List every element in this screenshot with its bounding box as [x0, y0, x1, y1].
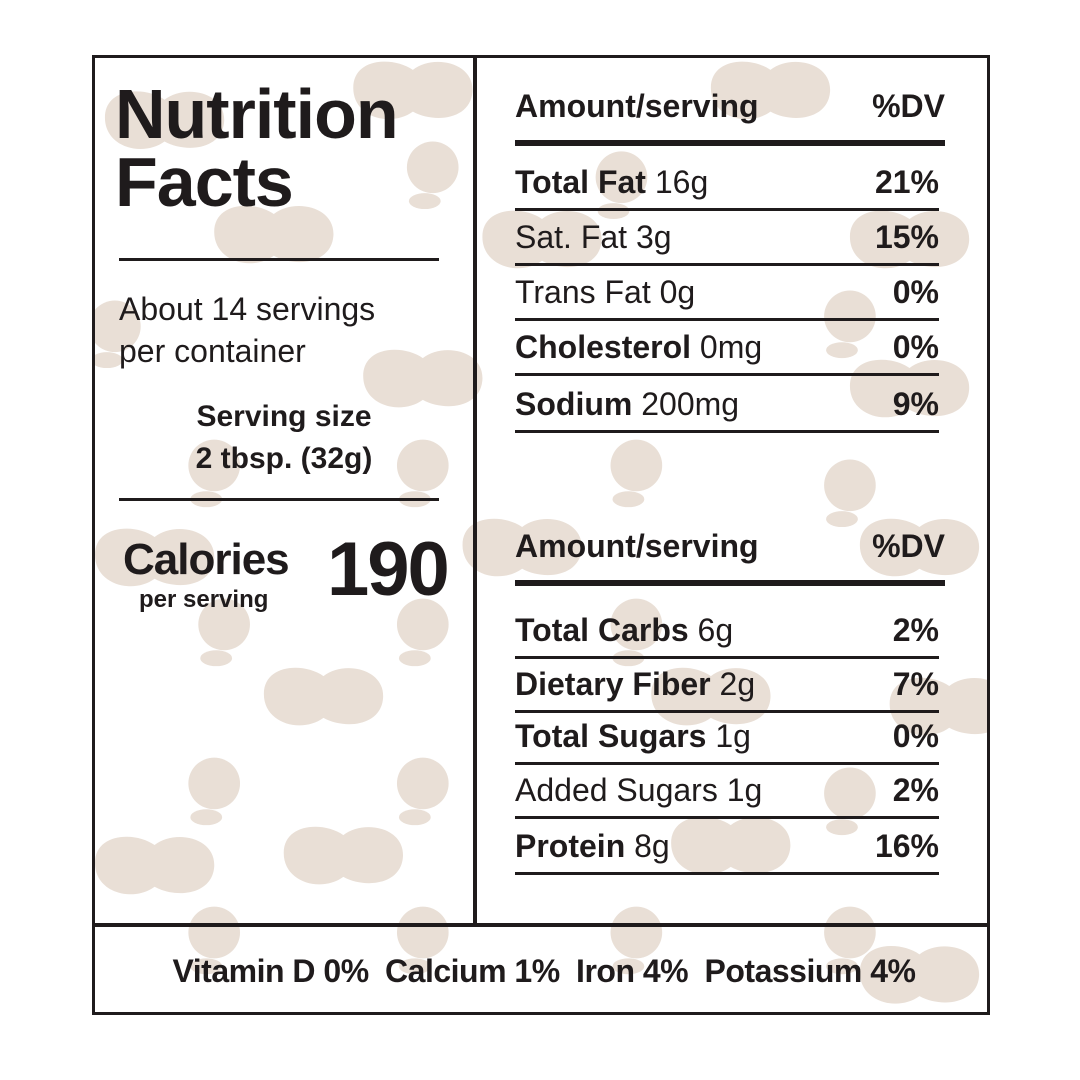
nutrient-amount: 1g — [726, 772, 763, 808]
nutrient-name: Total Carbs — [515, 612, 689, 648]
nutrient-row-total-carbs: Total Carbs 6g 2% — [515, 604, 939, 659]
nutrient-dv: 21% — [874, 164, 939, 200]
column-divider — [473, 58, 477, 925]
table1-header-rule — [515, 140, 945, 146]
nutrition-facts-label: Nutrition Facts About 14 servings per co… — [92, 55, 990, 1015]
nutrient-dv: 15% — [874, 219, 939, 255]
table1-header-dv: %DV — [872, 88, 945, 124]
nutrient-dv: 2% — [892, 612, 939, 648]
nutrient-dv: 7% — [892, 666, 939, 702]
table2-header-rule — [515, 580, 945, 586]
title-line-2: Facts — [115, 143, 294, 221]
table2-header-amount: Amount/serving — [515, 528, 759, 564]
nutrient-dv: 0% — [892, 329, 939, 365]
nutrient-amount: 200mg — [641, 386, 740, 422]
calories-sublabel: per serving — [139, 586, 269, 613]
nutrient-amount: 16g — [654, 164, 709, 200]
title-line-1: Nutrition — [115, 75, 399, 153]
vitamins-minerals-line: Vitamin D 0% Calcium 1% Iron 4% Potassiu… — [95, 927, 987, 1012]
nutrient-row-protein: Protein 8g 16% — [515, 820, 939, 875]
calories-value: 190 — [327, 527, 450, 612]
nutrient-name: Protein — [515, 828, 626, 864]
nutrient-amount: 3g — [635, 219, 672, 255]
nutrient-dv: 0% — [892, 718, 939, 754]
nutrient-row-dietary-fiber: Dietary Fiber 2g 7% — [515, 658, 939, 713]
nutrient-amount: 0mg — [699, 329, 763, 365]
serving-size: Serving size 2 tbsp. (32g) — [119, 396, 449, 480]
serving-size-value: 2 tbsp. (32g) — [195, 442, 373, 475]
nutrient-row-cholesterol: Cholesterol 0mg 0% — [515, 321, 939, 376]
nutrient-row-trans-fat: Trans Fat 0g 0% — [515, 266, 939, 321]
table2-header-dv: %DV — [872, 528, 945, 564]
nutrient-dv: 0% — [892, 274, 939, 310]
nutrient-amount: 2g — [719, 666, 756, 702]
nutrient-name: Dietary Fiber — [515, 666, 711, 702]
servings-per-container: About 14 servings per container — [119, 288, 449, 372]
nutrient-amount: 1g — [715, 718, 751, 754]
table2-header: Amount/serving %DV — [515, 528, 945, 572]
nutrient-name: Sodium — [515, 386, 633, 422]
calcium: Calcium 1% — [385, 953, 560, 989]
table1-header: Amount/serving %DV — [515, 88, 945, 132]
serving-size-label: Serving size — [196, 400, 372, 433]
nutrients-column: Amount/serving %DV Total Fat 16g 21% Sat… — [477, 58, 987, 923]
label-title: Nutrition Facts — [115, 75, 399, 221]
title-rule — [119, 258, 439, 261]
vitamins-divider — [95, 923, 987, 927]
nutrient-name: Added Sugars — [515, 772, 718, 808]
iron: Iron 4% — [576, 953, 689, 989]
serving-rule — [119, 498, 439, 501]
servings-line-2: per container — [119, 333, 306, 369]
nutrient-row-total-sugars: Total Sugars 1g 0% — [515, 710, 939, 765]
nutrient-row-added-sugars: Added Sugars 1g 2% — [515, 764, 939, 819]
summary-column: Nutrition Facts About 14 servings per co… — [95, 58, 473, 923]
nutrient-row-sodium: Sodium 200mg 9% — [515, 378, 939, 433]
nutrient-name: Trans Fat — [515, 274, 651, 310]
nutrient-name: Total Sugars — [515, 718, 707, 754]
nutrient-dv: 2% — [892, 772, 939, 808]
nutrient-row-sat-fat: Sat. Fat 3g 15% — [515, 211, 939, 266]
table1-header-amount: Amount/serving — [515, 88, 759, 124]
nutrient-name: Cholesterol — [515, 329, 692, 365]
nutrient-row-total-fat: Total Fat 16g 21% — [515, 156, 939, 211]
nutrient-amount: 0g — [659, 274, 696, 310]
nutrient-name: Total Fat — [515, 164, 646, 200]
calories-label: Calories — [123, 535, 290, 584]
potassium: Potassium 4% — [704, 953, 916, 989]
servings-line-1: About 14 servings — [119, 291, 376, 327]
nutrient-amount: 8g — [634, 828, 670, 864]
nutrient-dv: 9% — [892, 386, 939, 422]
nutrient-amount: 6g — [697, 612, 734, 648]
nutrient-name: Sat. Fat — [515, 219, 628, 255]
vitamin-d: Vitamin D 0% — [172, 953, 370, 989]
nutrient-dv: 16% — [874, 828, 939, 864]
